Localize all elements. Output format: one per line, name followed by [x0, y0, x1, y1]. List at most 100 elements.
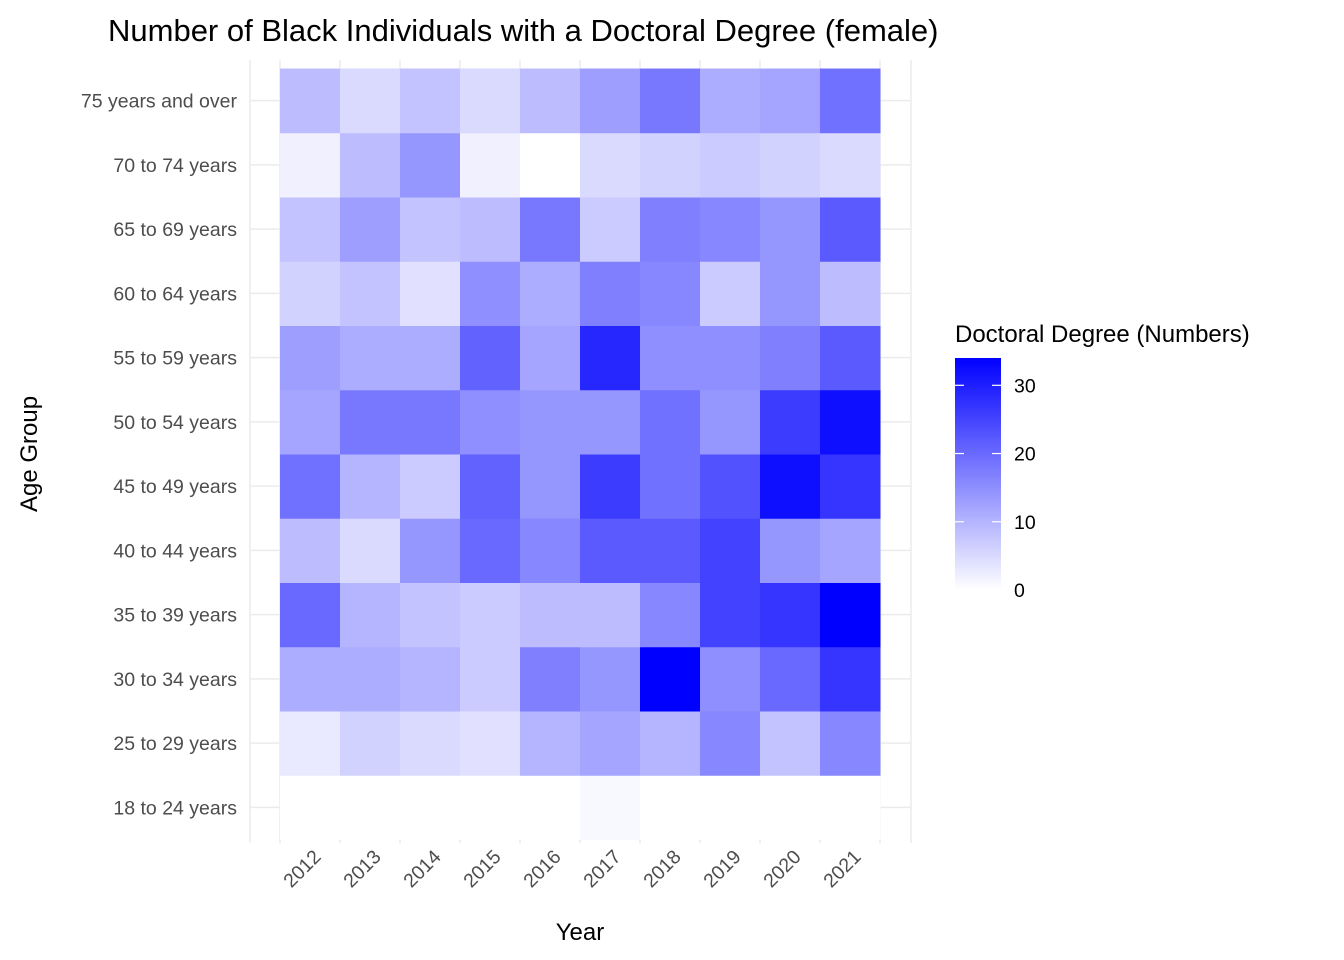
- heatmap-cell: [520, 68, 581, 134]
- heatmap-cell: [820, 197, 881, 262]
- y-tick-label: 40 to 44 years: [113, 540, 237, 562]
- y-tick-label: 18 to 24 years: [113, 797, 237, 819]
- legend-tick-label: 10: [1014, 512, 1036, 534]
- heatmap-cell: [640, 132, 701, 198]
- heatmap-cell: [280, 646, 341, 712]
- x-tick-label: 2020: [759, 846, 805, 892]
- heatmap-cell: [520, 197, 581, 262]
- heatmap-cell: [760, 518, 821, 583]
- y-axis-ticks: 18 to 24 years 25 to 29 years 30 to 34 yea…: [81, 91, 238, 820]
- heatmap-cell: [580, 261, 641, 326]
- heatmap-cell: [460, 582, 521, 648]
- heatmap-cell: [280, 775, 341, 840]
- heatmap-cell: [340, 389, 401, 455]
- heatmap-cell: [460, 775, 521, 840]
- heatmap-cell: [280, 261, 341, 326]
- heatmap-cell: [700, 711, 761, 776]
- legend-tick-label: 20: [1014, 444, 1036, 466]
- y-tick-label: 60 to 64 years: [113, 283, 237, 305]
- heatmap-cell: [580, 518, 641, 583]
- heatmap-cell: [700, 646, 761, 712]
- heatmap-cell: [400, 261, 461, 326]
- legend: Doctoral Degree (Numbers) 0 10 20 30: [955, 321, 1250, 602]
- heatmap-cell: [400, 68, 461, 134]
- heatmap-cell: [820, 775, 881, 840]
- heatmap-cell: [700, 582, 761, 648]
- heatmap-cell: [580, 582, 641, 648]
- heatmap-cell: [640, 68, 701, 134]
- heatmap-cell: [340, 454, 401, 519]
- heatmap-cell: [400, 646, 461, 712]
- heatmap-cell: [580, 325, 641, 391]
- heatmap-cell: [400, 518, 461, 583]
- heatmap-cell: [400, 132, 461, 198]
- heatmap-cell: [700, 132, 761, 198]
- heatmap-cell: [520, 132, 581, 198]
- heatmap-cell: [280, 68, 341, 134]
- x-tick-label: 2018: [639, 846, 685, 892]
- heatmap-cell: [340, 132, 401, 198]
- heatmap-cell: [460, 389, 521, 455]
- heatmap-cell: [280, 454, 341, 519]
- heatmap-cell: [520, 261, 581, 326]
- heatmap-cell: [640, 197, 701, 262]
- y-tick-label: 30 to 34 years: [113, 669, 237, 691]
- heatmap-cell: [760, 197, 821, 262]
- heatmap-cell: [280, 518, 341, 583]
- heatmap-cell: [340, 68, 401, 134]
- y-tick-label: 25 to 29 years: [113, 733, 237, 755]
- heatmap-cell: [580, 454, 641, 519]
- x-tick-label: 2019: [699, 846, 745, 892]
- heatmap-cell: [580, 646, 641, 712]
- heatmap-cell: [760, 132, 821, 198]
- heatmap-cell: [280, 711, 341, 776]
- heatmap-cell: [460, 646, 521, 712]
- heatmap-cell: [700, 518, 761, 583]
- heatmap-cell: [580, 132, 641, 198]
- legend-colorbar: [955, 358, 1001, 590]
- heatmap-cell: [820, 454, 881, 519]
- heatmap-cell: [340, 261, 401, 326]
- x-tick-label: 2015: [459, 846, 505, 892]
- y-axis-title: Age Group: [16, 396, 43, 512]
- heatmap-cell: [760, 389, 821, 455]
- heatmap-cell: [640, 325, 701, 391]
- heatmap-cell: [640, 775, 701, 840]
- heatmap-cell: [340, 711, 401, 776]
- x-tick-label: 2021: [819, 846, 865, 892]
- heatmap-cell: [460, 132, 521, 198]
- x-axis-ticks: 2012 2013 2014 2015 2016 2017 2018 2019 2020 2021: [279, 846, 865, 892]
- legend-tick-label: 0: [1014, 580, 1025, 602]
- heatmap-cell: [820, 582, 881, 648]
- heatmap-cell: [400, 711, 461, 776]
- heatmap-cell: [820, 711, 881, 776]
- heatmap-cell: [760, 454, 821, 519]
- heatmap-cell: [700, 775, 761, 840]
- heatmap-cell: [400, 197, 461, 262]
- heatmap-cell: [760, 646, 821, 712]
- heatmap-cell: [700, 261, 761, 326]
- heatmap-cell: [580, 389, 641, 455]
- heatmap-cell: [820, 518, 881, 583]
- legend-title: Doctoral Degree (Numbers): [955, 321, 1250, 348]
- heatmap-cell: [460, 197, 521, 262]
- heatmap-cells: [280, 68, 881, 840]
- heatmap-cell: [700, 389, 761, 455]
- heatmap-cell: [280, 582, 341, 648]
- heatmap-cell: [640, 582, 701, 648]
- heatmap-cell: [340, 325, 401, 391]
- heatmap-cell: [520, 454, 581, 519]
- heatmap-cell: [580, 197, 641, 262]
- heatmap-cell: [460, 454, 521, 519]
- heatmap-cell: [760, 261, 821, 326]
- heatmap-cell: [820, 325, 881, 391]
- heatmap-cell: [700, 325, 761, 391]
- heatmap-cell: [520, 711, 581, 776]
- heatmap-cell: [340, 197, 401, 262]
- heatmap-cell: [640, 711, 701, 776]
- heatmap-cell: [520, 775, 581, 840]
- heatmap-cell: [820, 646, 881, 712]
- x-tick-label: 2016: [519, 846, 565, 892]
- heatmap-cell: [580, 711, 641, 776]
